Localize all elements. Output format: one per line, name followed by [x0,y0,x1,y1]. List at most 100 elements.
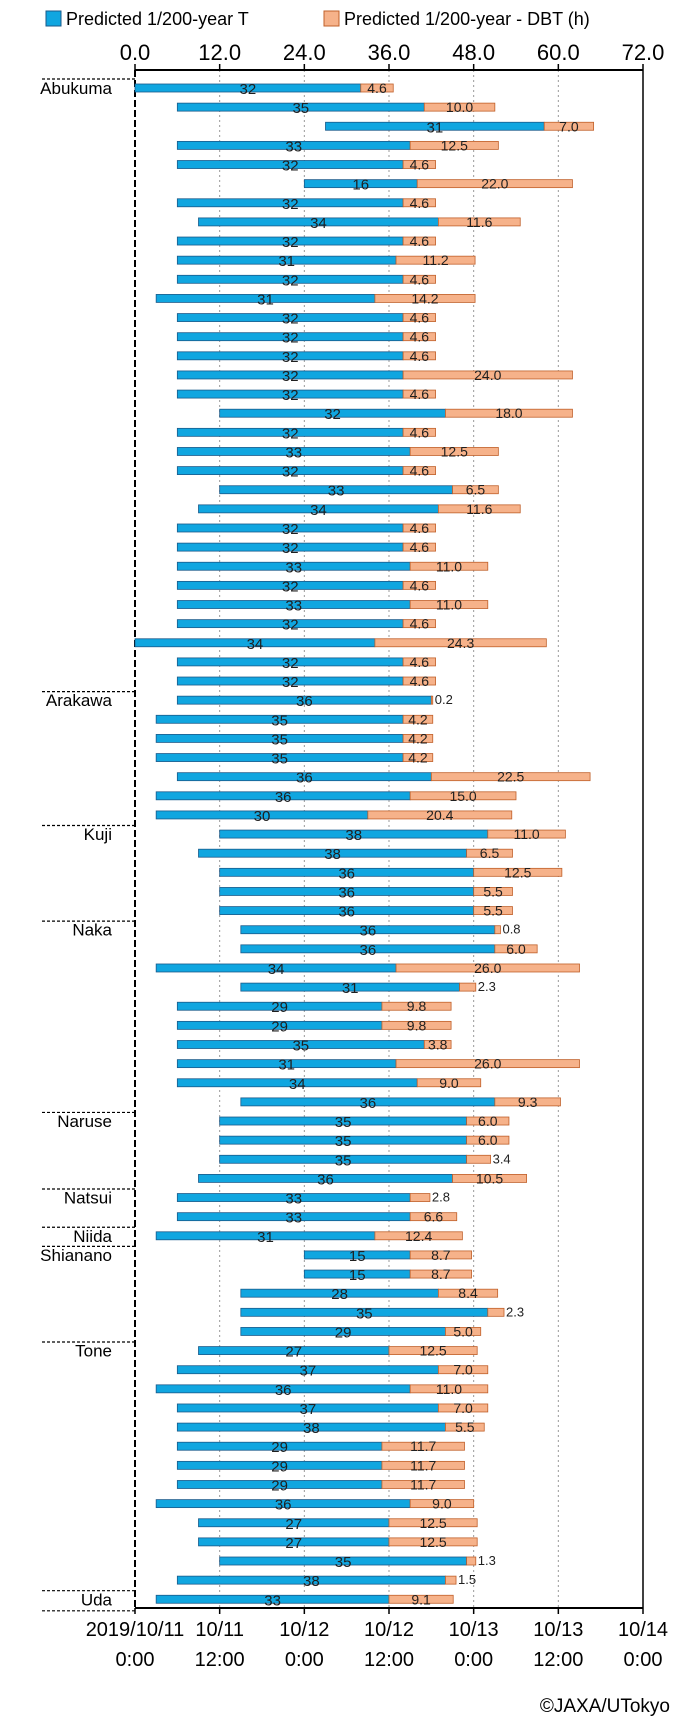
bar-t-label: 32 [324,406,341,423]
group-label: Kuji [84,825,112,844]
bar-dbt [402,427,436,437]
bar-row: 35 4.2 [155,750,434,768]
bar-dbt [473,906,513,915]
bar-t-label: 35 [271,731,288,748]
bar-row: 32 4.6 [176,329,436,347]
bar-row: 36 0.2 [176,692,453,710]
bar-dbt [430,772,591,782]
bar-t-label: 29 [271,1477,288,1494]
bar-dbt [402,542,436,552]
bar-t-label: 36 [338,865,355,882]
bar-dbt [409,1212,458,1222]
bar-row: 33 11.0 [176,597,489,615]
bar-row: 36 0.8 [240,922,521,940]
bar-t-label: 32 [282,311,299,328]
bar-row: 27 12.5 [198,1534,478,1552]
bar-t-label: 29 [335,1324,352,1341]
bar-dbt [381,1441,465,1451]
bar-dbt-label: 4.6 [410,520,430,536]
bar-dbt-label: 4.6 [410,329,430,345]
bar-dbt-label: 5.0 [453,1323,473,1339]
bar-dbt [402,580,436,590]
bar-t-label: 30 [254,808,271,825]
bar-dbt [423,1040,452,1049]
bar-row: 35 3.4 [219,1151,511,1169]
bar-t-label: 27 [285,1535,302,1552]
bar-row: 32 18.0 [219,405,573,423]
bar-dbt [381,1020,452,1030]
bar-dbt-label: 5.5 [483,883,503,899]
legend-swatch-dbt [323,10,340,27]
bar-row: 32 4.6 [176,348,436,366]
bar-dbt [402,714,434,724]
bar-dbt [402,351,436,361]
bar-dbt-label: 11.6 [466,214,492,230]
bar-row: 36 10.5 [198,1170,527,1188]
bar-dbt [409,1193,431,1202]
bar-dbt-label: 2.8 [432,1190,450,1205]
bar-t-label: 32 [282,655,299,672]
bar-dbt-label: 12.5 [419,1343,446,1359]
bar-dbt-label: 12.5 [441,443,468,459]
group-label: Niida [73,1227,112,1246]
bar-row: 31 11.2 [176,252,476,270]
bar-dbt [402,332,436,342]
bar-t-label: 34 [289,1076,306,1093]
bar-t-label: 35 [356,1305,373,1322]
bar-row: 34 9.0 [176,1075,482,1093]
bar-dbt-label: 11.0 [436,597,462,613]
bar-dbt-label: 11.7 [410,1457,436,1473]
bar-t-label: 32 [240,81,257,98]
bar-dbt-label: 4.6 [410,654,430,670]
bar-dbt-label: 10.5 [476,1170,503,1186]
bar-dbt [466,1135,510,1145]
bar-dbt-label: 12.5 [441,137,468,153]
bar-row: 31 2.3 [240,979,496,997]
bar-dbt-label: 26.0 [474,960,501,976]
bar-t-label: 36 [296,770,313,787]
bar-row: 27 12.5 [198,1515,478,1533]
bar-t-label: 31 [257,1229,274,1246]
legend-label-dbt: Predicted 1/200-year - DBT (h) [344,9,590,29]
bar-dbt-label: 2.3 [506,1304,524,1319]
bar-t-label: 28 [331,1286,348,1303]
bar-row: 15 8.7 [303,1266,472,1284]
bar-row: 31 26.0 [176,1056,580,1074]
bar-dbt [402,198,436,208]
bar-t-label: 33 [328,483,345,500]
bar-dbt [395,1059,580,1069]
bar-dbt-label: 6.0 [478,1132,498,1148]
bar-dbt-label: 9.3 [518,1094,538,1110]
bar-dbt-label: 4.6 [410,233,430,249]
bar-t-label: 32 [282,349,299,366]
bar-dbt-label: 9.1 [411,1591,431,1607]
group-label: Naka [72,921,112,940]
bar-t-label: 36 [275,1382,292,1399]
group-label: Tone [75,1342,112,1361]
bar-dbt [452,485,499,495]
bar-t-label: 35 [292,1038,309,1055]
bar-t-label: 35 [271,751,288,768]
bar-dbt-label: 12.5 [419,1534,446,1550]
bar-dbt [437,1403,489,1413]
bar-dbt-label: 8.4 [458,1285,478,1301]
bar-row: 36 15.0 [155,788,517,806]
bar-dbt [367,810,513,820]
bar-dbt-label: 9.8 [407,998,427,1014]
bar-dbt-label: 4.6 [410,463,430,479]
bar-dbt-label: 1.5 [458,1572,476,1587]
bar-t-label: 36 [338,884,355,901]
bar-t-label: 32 [282,521,299,538]
bar-dbt [402,236,436,246]
bar-dbt-label: 22.5 [497,769,524,785]
bottom-tick-time: 0:00 [624,1649,663,1671]
top-tick-label: 36.0 [368,40,411,65]
bar-dbt [409,600,489,609]
bar-dbt-label: 5.5 [483,903,503,919]
bar-row: 36 9.3 [240,1094,561,1112]
top-tick-label: 12.0 [198,40,241,65]
bar-dbt-label: 4.6 [410,157,430,173]
bar-dbt-label: 12.4 [405,1228,432,1244]
top-tick-label: 0.0 [120,40,151,65]
